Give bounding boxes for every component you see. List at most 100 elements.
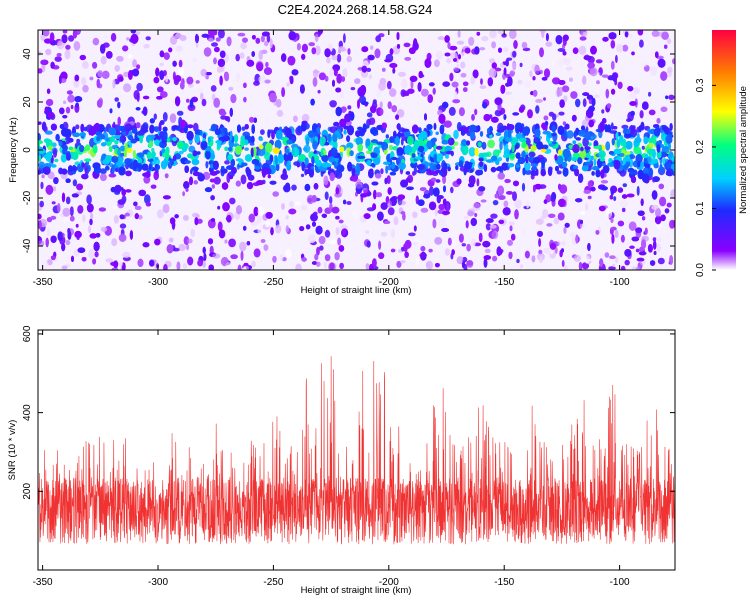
heatmap-cell xyxy=(524,80,531,88)
heatmap-cell xyxy=(535,98,543,103)
heatmap-cell xyxy=(612,126,618,130)
heatmap-cell xyxy=(578,45,587,55)
heatmap-cell xyxy=(255,155,260,160)
heatmap-cell xyxy=(169,113,177,123)
heatmap-cell xyxy=(52,186,57,192)
heatmap-cell xyxy=(519,126,523,133)
heatmap-cell xyxy=(228,86,234,91)
heatmap-cell xyxy=(639,39,644,48)
heatmap-cell xyxy=(118,233,127,242)
heatmap-cell xyxy=(512,112,520,116)
heatmap-cell xyxy=(303,144,311,153)
heatmap-cell xyxy=(522,167,526,176)
heatmap-cell xyxy=(114,147,118,155)
heatmap-cell xyxy=(609,194,614,200)
heatmap-cell xyxy=(246,168,252,178)
heatmap-cell xyxy=(176,261,181,270)
heatmap-cell xyxy=(599,121,605,131)
heatmap-cell xyxy=(355,136,363,146)
heatmap-cell xyxy=(534,64,540,75)
heatmap-cell xyxy=(55,38,63,46)
heatmap-cell xyxy=(207,238,214,245)
heatmap-cell xyxy=(74,96,83,103)
heatmap-cell xyxy=(570,91,578,99)
heatmap-cell xyxy=(148,140,154,148)
heatmap-cell xyxy=(541,30,545,38)
heatmap-cell xyxy=(436,145,443,150)
heatmap-cell xyxy=(347,161,353,172)
heatmap-cell xyxy=(219,50,226,58)
heatmap-cell xyxy=(82,84,89,93)
heatmap-cell xyxy=(229,130,233,141)
heatmap-cell xyxy=(511,62,517,72)
heatmap-cell xyxy=(236,205,242,215)
heatmap-cell xyxy=(260,129,265,135)
heatmap-cell xyxy=(315,225,323,235)
heatmap-cell xyxy=(338,49,341,54)
heatmap-cell xyxy=(521,41,528,49)
heatmap-cell xyxy=(611,234,615,244)
heatmap-cell xyxy=(321,154,329,162)
heatmap-cell xyxy=(381,141,388,151)
heatmap-cell xyxy=(538,238,542,247)
heatmap-cell xyxy=(186,244,190,251)
heatmap-cell xyxy=(386,175,391,185)
heatmap-cell xyxy=(334,161,337,169)
heatmap-cell xyxy=(105,138,111,142)
heatmap-cell xyxy=(391,146,399,151)
heatmap-cell xyxy=(44,138,51,143)
heatmap-cell xyxy=(559,99,565,108)
heatmap-cell xyxy=(465,220,469,229)
heatmap-cell xyxy=(468,175,476,186)
heatmap-cell xyxy=(281,203,285,210)
heatmap-cell xyxy=(346,215,352,224)
heatmap-cell xyxy=(100,226,108,232)
heatmap-cell xyxy=(448,106,456,116)
heatmap-cell xyxy=(372,99,377,105)
heatmap-cell xyxy=(373,156,381,165)
heatmap-cell xyxy=(281,203,285,210)
heatmap-cell xyxy=(50,123,57,131)
heatmap-cell xyxy=(335,106,342,117)
heatmap-cell xyxy=(175,32,182,39)
heatmap-cell xyxy=(46,259,53,266)
heatmap-cell xyxy=(175,45,183,52)
heatmap-cell xyxy=(512,50,517,58)
heatmap-cell xyxy=(451,249,455,256)
heatmap-cell xyxy=(265,220,270,228)
heatmap-cell xyxy=(491,41,496,49)
heatmap-cell xyxy=(425,260,433,270)
heatmap-cell xyxy=(596,80,600,85)
heatmap-cell xyxy=(464,145,469,154)
heatmap-cell xyxy=(499,141,503,151)
heatmap-cell xyxy=(258,50,263,60)
heatmap-cell xyxy=(463,215,470,220)
heatmap-cell xyxy=(587,62,595,69)
heatmap-cell xyxy=(432,87,436,95)
heatmap-cell xyxy=(45,237,49,248)
heatmap-cell xyxy=(261,229,268,238)
heatmap-cell xyxy=(72,30,78,39)
heatmap-cell xyxy=(342,109,345,113)
heatmap-cell xyxy=(266,34,271,43)
heatmap-cell xyxy=(639,246,644,252)
heatmap-cell xyxy=(540,215,545,222)
heatmap-cell xyxy=(257,148,266,157)
heatmap-cell xyxy=(334,192,342,198)
heatmap-cell xyxy=(169,113,177,123)
heatmap-cell xyxy=(199,129,203,136)
heatmap-cell xyxy=(313,150,317,154)
heatmap-cell xyxy=(38,132,41,142)
heatmap-cell xyxy=(38,169,42,175)
heatmap-cell xyxy=(94,122,101,132)
heatmap-cell xyxy=(467,210,475,217)
heatmap-cell xyxy=(44,38,52,44)
heatmap-cell xyxy=(203,47,212,57)
heatmap-cell xyxy=(127,54,133,59)
heatmap-cell xyxy=(470,238,476,248)
heatmap-cell xyxy=(217,205,221,210)
heatmap-cell xyxy=(557,212,565,221)
heatmap-cell xyxy=(590,155,594,161)
heatmap-cell xyxy=(170,158,174,166)
heatmap-cell xyxy=(635,227,643,234)
